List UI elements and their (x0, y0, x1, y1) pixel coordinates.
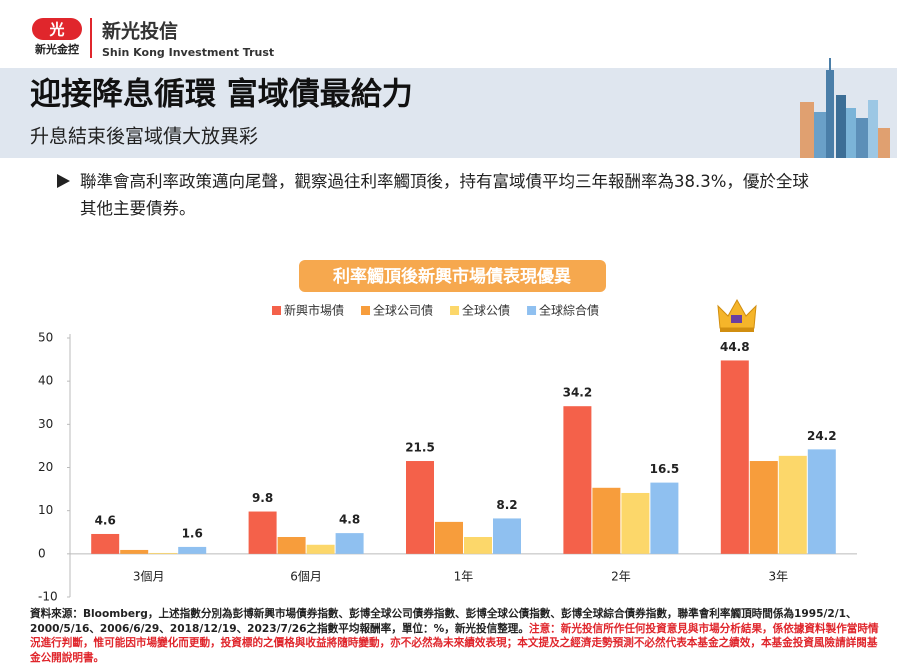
bar (406, 461, 434, 554)
bar (178, 546, 207, 554)
bullet-text: 聯準會高利率政策邁向尾聲，觀察過往利率觸頂後，持有富域債平均三年報酬率為38.3… (80, 172, 809, 218)
legend-label: 全球綜合債 (539, 303, 599, 318)
disclaimer: 注意：新光投信所作任何投資意見與市場分析結果，係依據資料製作當時情況進行判斷，惟… (30, 622, 879, 664)
skyline (800, 58, 890, 158)
y-tick-label: -10 (38, 590, 58, 604)
subtitle: 升息結束後富域債大放異彩 (30, 126, 258, 148)
bar (621, 492, 650, 554)
y-tick-label: 10 (38, 503, 53, 517)
bar (120, 549, 149, 554)
y-tick-label: 20 (38, 460, 53, 474)
bar (277, 536, 306, 554)
x-tick-label: 3年 (768, 570, 788, 584)
company: 新光金控 (35, 42, 79, 56)
bar (149, 552, 178, 554)
legend-swatch (272, 306, 281, 315)
bar (91, 533, 120, 554)
value-label: 44.8 (720, 340, 750, 354)
value-label: 4.8 (339, 513, 360, 527)
value-label: 21.5 (405, 441, 435, 455)
chart-title-box (299, 260, 606, 292)
legend-swatch (361, 306, 371, 315)
legend-label: 新興市場債 (284, 303, 344, 318)
value-label: 24.2 (807, 429, 837, 443)
bar (650, 482, 679, 554)
bullet-arrow (57, 174, 70, 188)
bar (493, 518, 521, 554)
x-tick-label: 1年 (454, 570, 474, 584)
brand-en: Shin Kong Investment Trust (102, 46, 274, 59)
bar (335, 533, 364, 554)
y-tick-label: 40 (38, 374, 53, 388)
bar (563, 406, 592, 554)
y-tick-label: 0 (38, 546, 46, 560)
chart-title: 利率觸頂後新興市場債表現優異 (333, 266, 571, 287)
value-label: 1.6 (182, 526, 203, 540)
brand: 新光投信 (102, 20, 178, 43)
crown-icon (717, 298, 757, 332)
bar (592, 487, 621, 554)
x-tick-label: 6個月 (290, 570, 322, 584)
bar (807, 449, 836, 554)
value-label: 16.5 (650, 462, 680, 476)
value-label: 34.2 (563, 386, 593, 400)
y-tick-label: 50 (38, 331, 53, 345)
legend-swatch (527, 306, 537, 315)
title-band (0, 68, 897, 158)
bar (464, 536, 492, 554)
y-tick-label: 30 (38, 417, 53, 431)
value-label: 8.2 (496, 498, 517, 512)
footer: 資料來源：Bloomberg，上述指數分別為彭博新興市場債券指數、彭博全球公司債… (30, 607, 880, 665)
source-note: 資料來源：Bloomberg，上述指數分別為彭博新興市場債券指數、彭博全球公司債… (30, 608, 857, 635)
bar (248, 511, 277, 554)
logo-badge (32, 18, 82, 40)
value-label: 9.8 (252, 491, 273, 505)
bar (720, 360, 749, 554)
bar (778, 455, 807, 554)
x-tick-label: 3個月 (133, 570, 165, 584)
bar (435, 521, 463, 554)
logo-mark: 光 (48, 21, 64, 39)
title: 迎接降息循環 富域債最給力 (30, 77, 413, 113)
x-tick-label: 2年 (611, 570, 631, 584)
value-label: 4.6 (95, 513, 116, 527)
legend-label: 全球公債 (462, 303, 510, 318)
bar (749, 461, 778, 554)
bar (306, 544, 335, 554)
legend-swatch (450, 306, 460, 315)
legend-label: 全球公司債 (373, 303, 433, 318)
